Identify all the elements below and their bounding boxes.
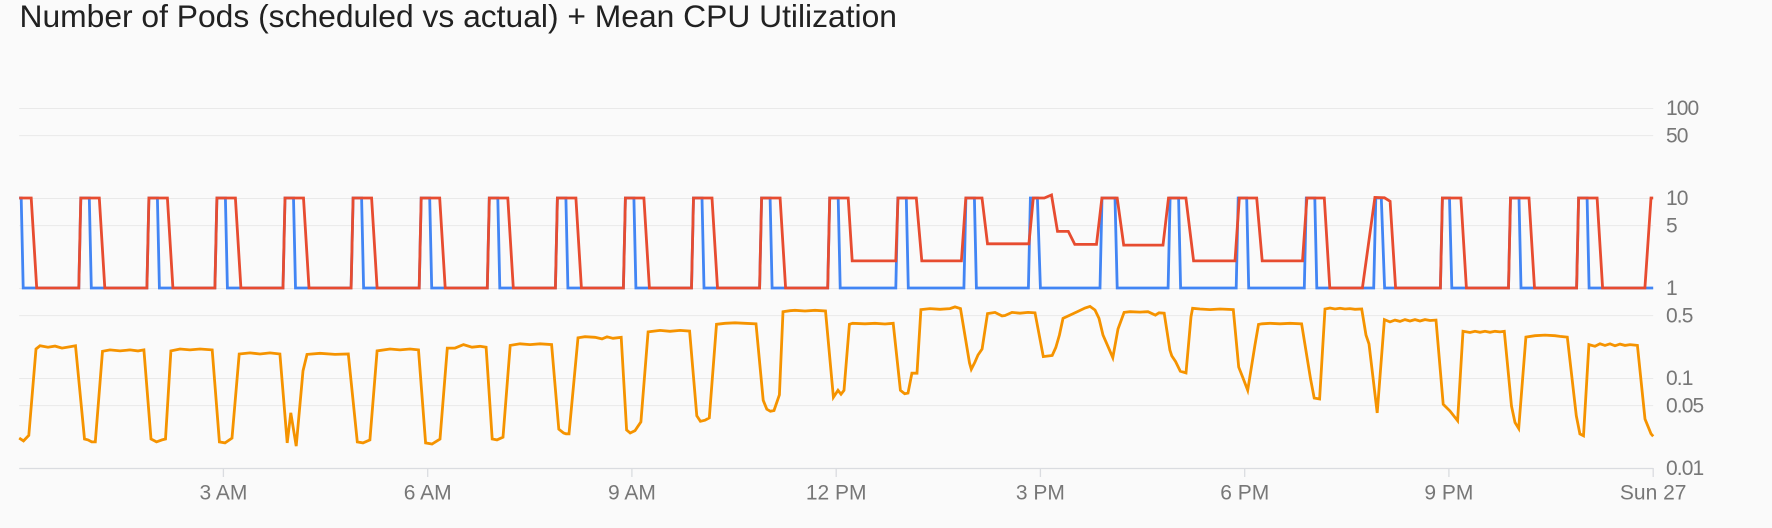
svg-text:9 AM: 9 AM [608,482,656,505]
svg-text:10: 10 [1666,187,1688,210]
svg-text:3 AM: 3 AM [199,482,247,505]
svg-text:5: 5 [1666,214,1677,237]
svg-text:50: 50 [1666,124,1688,147]
svg-text:0.05: 0.05 [1666,394,1703,417]
svg-text:3 PM: 3 PM [1016,482,1065,505]
svg-text:0.1: 0.1 [1666,367,1693,390]
svg-text:9 PM: 9 PM [1424,482,1473,505]
svg-text:12 PM: 12 PM [806,482,867,505]
svg-text:Sun 27: Sun 27 [1620,482,1687,505]
svg-text:1: 1 [1666,277,1677,300]
svg-text:0.5: 0.5 [1666,304,1693,327]
svg-text:Number of Pods (scheduled vs a: Number of Pods (scheduled vs actual) + M… [20,0,897,34]
svg-text:6 AM: 6 AM [404,482,452,505]
svg-text:100: 100 [1666,97,1699,120]
svg-text:0.01: 0.01 [1666,457,1703,480]
svg-text:6 PM: 6 PM [1220,482,1269,505]
